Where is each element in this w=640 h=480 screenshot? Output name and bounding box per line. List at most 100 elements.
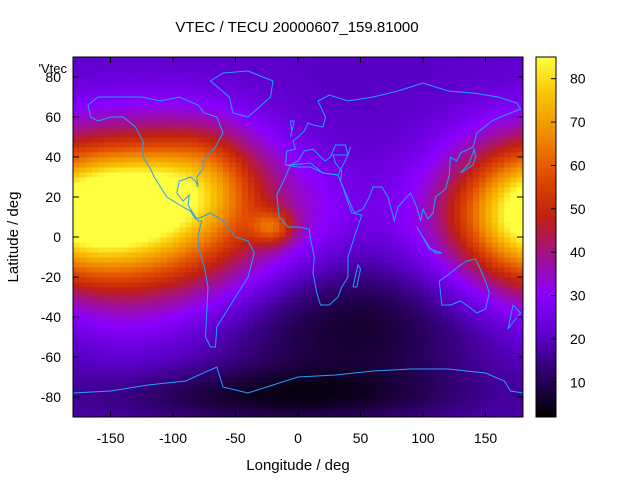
heatmap-cell xyxy=(504,122,511,128)
heatmap-cell xyxy=(491,222,499,228)
heatmap-cell xyxy=(323,282,330,288)
heatmap-cell xyxy=(179,132,186,138)
heatmap-cell xyxy=(498,352,505,358)
heatmap-cell xyxy=(198,237,205,243)
heatmap-cell xyxy=(254,372,261,378)
heatmap-cell xyxy=(385,357,393,363)
heatmap-cell xyxy=(91,132,99,138)
heatmap-cell xyxy=(298,227,305,233)
heatmap-cell xyxy=(310,242,318,248)
heatmap-cell xyxy=(223,407,230,413)
heatmap-cell xyxy=(173,347,180,353)
heatmap-cell xyxy=(279,212,286,218)
heatmap-cell xyxy=(260,172,268,178)
heatmap-cell xyxy=(423,392,430,398)
heatmap-cell xyxy=(241,232,249,238)
heatmap-cell xyxy=(260,127,268,133)
heatmap-cell xyxy=(160,362,168,368)
heatmap-cell xyxy=(223,302,230,308)
heatmap-cell xyxy=(329,167,336,173)
heatmap-cell xyxy=(110,172,118,178)
heatmap-cell xyxy=(329,362,336,368)
heatmap-cell xyxy=(498,137,505,143)
heatmap-cell xyxy=(166,167,174,173)
heatmap-cell xyxy=(91,322,99,328)
heatmap-cell xyxy=(379,157,386,163)
heatmap-cell xyxy=(285,277,293,283)
heatmap-cell xyxy=(173,262,180,268)
heatmap-cell xyxy=(235,102,243,108)
heatmap-cell xyxy=(510,117,518,123)
heatmap-cell xyxy=(129,142,136,148)
heatmap-cell xyxy=(191,292,199,298)
heatmap-cell xyxy=(135,327,143,333)
heatmap-cell xyxy=(135,332,143,338)
heatmap-cell xyxy=(116,377,124,383)
heatmap-cell xyxy=(191,377,199,383)
heatmap-cell xyxy=(248,277,255,283)
heatmap-cell xyxy=(460,97,468,103)
heatmap-cell xyxy=(504,137,511,143)
heatmap-cell xyxy=(73,327,80,333)
heatmap-cell xyxy=(485,362,493,368)
heatmap-cell xyxy=(379,322,386,328)
heatmap-cell xyxy=(198,177,205,183)
heatmap-cell xyxy=(154,332,161,338)
heatmap-cell xyxy=(98,127,105,133)
heatmap-cell xyxy=(316,127,324,133)
heatmap-cell xyxy=(323,197,330,203)
heatmap-cell xyxy=(466,167,474,173)
heatmap-cell xyxy=(473,77,480,83)
heatmap-cell xyxy=(429,72,436,78)
heatmap-cell xyxy=(79,337,86,343)
heatmap-cell xyxy=(148,92,155,98)
heatmap-cell xyxy=(91,357,99,363)
heatmap-cell xyxy=(479,222,486,228)
heatmap-cell xyxy=(235,132,243,138)
heatmap-cell xyxy=(285,152,293,158)
heatmap-cell xyxy=(479,402,486,408)
heatmap-cell xyxy=(379,252,386,258)
heatmap-cell xyxy=(310,292,318,298)
heatmap-cell xyxy=(248,327,255,333)
heatmap-cell xyxy=(216,237,224,243)
heatmap-cell xyxy=(91,227,99,233)
heatmap-cell xyxy=(279,162,286,168)
heatmap-cell xyxy=(479,312,486,318)
heatmap-cell xyxy=(323,162,330,168)
heatmap-cell xyxy=(179,212,186,218)
heatmap-cell xyxy=(91,267,99,273)
heatmap-cell xyxy=(248,92,255,98)
heatmap-cell xyxy=(491,212,499,218)
heatmap-cell xyxy=(98,112,105,118)
heatmap-cell xyxy=(123,182,130,188)
heatmap-cell xyxy=(291,152,299,158)
heatmap-cell xyxy=(279,242,286,248)
heatmap-cell xyxy=(485,412,493,418)
heatmap-cell xyxy=(335,302,343,308)
heatmap-cell xyxy=(191,102,199,108)
heatmap-cell xyxy=(485,327,493,333)
heatmap-cell xyxy=(491,102,499,108)
heatmap-cell xyxy=(135,317,143,323)
heatmap-cell xyxy=(510,247,518,253)
heatmap-cell xyxy=(191,262,199,268)
heatmap-cell xyxy=(516,182,524,188)
heatmap-cell xyxy=(479,377,486,383)
heatmap-cell xyxy=(254,362,261,368)
heatmap-cell xyxy=(110,397,118,403)
heatmap-cell xyxy=(398,387,405,393)
heatmap-cell xyxy=(473,112,480,118)
heatmap-cell xyxy=(104,177,111,183)
heatmap-cell xyxy=(235,202,243,208)
heatmap-cell xyxy=(510,112,518,118)
heatmap-cell xyxy=(516,137,524,143)
heatmap-cell xyxy=(354,402,361,408)
heatmap-cell xyxy=(241,227,249,233)
heatmap-cell xyxy=(166,217,174,223)
heatmap-cell xyxy=(241,347,249,353)
heatmap-cell xyxy=(73,247,80,253)
heatmap-cell xyxy=(135,387,143,393)
heatmap-cell xyxy=(91,402,99,408)
heatmap-cell xyxy=(85,247,93,253)
